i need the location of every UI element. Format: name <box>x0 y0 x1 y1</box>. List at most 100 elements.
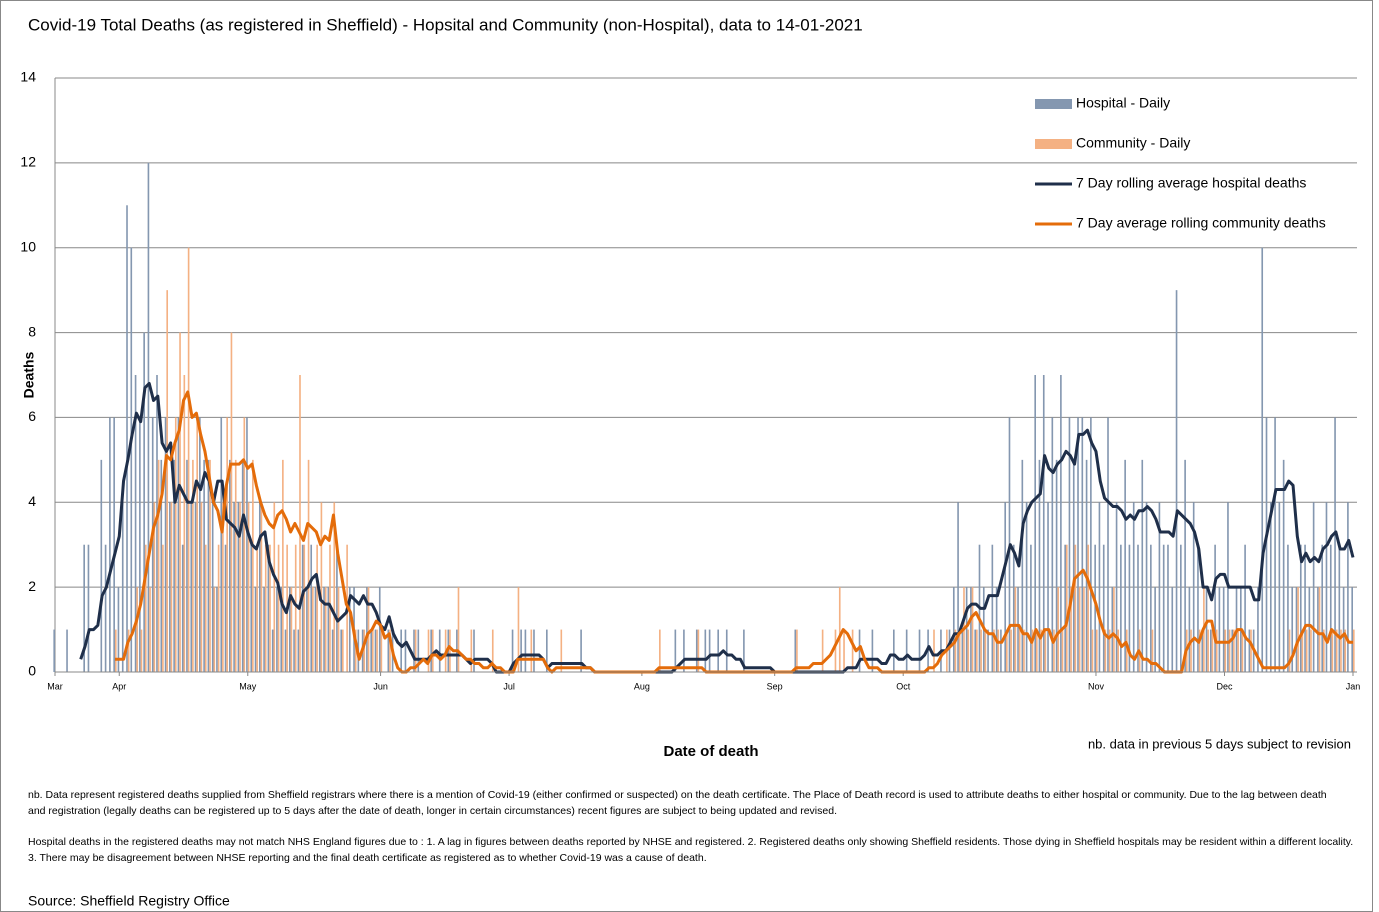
legend-label: 7 Day rolling average hospital deaths <box>1076 175 1306 191</box>
bar <box>186 459 188 672</box>
bar <box>166 290 169 672</box>
bar <box>1278 502 1281 672</box>
bar <box>1051 417 1054 672</box>
bar <box>517 587 520 672</box>
bar <box>438 629 441 672</box>
bar <box>1331 629 1334 672</box>
bar <box>1310 629 1312 672</box>
bar <box>1269 502 1272 672</box>
bar <box>1224 629 1227 672</box>
bar <box>1151 629 1154 672</box>
bar <box>1150 544 1152 672</box>
bar <box>1215 629 1218 672</box>
bar <box>380 629 383 672</box>
bar <box>367 587 370 672</box>
bar <box>203 459 205 672</box>
bar <box>1023 629 1025 672</box>
bar <box>1244 544 1246 672</box>
x-tick-label: Aug <box>634 681 650 691</box>
bar <box>164 417 167 672</box>
bar <box>250 544 253 672</box>
bar <box>139 417 141 672</box>
legend-swatch <box>1035 139 1072 149</box>
bar <box>957 502 959 672</box>
bar <box>273 502 276 672</box>
bar <box>136 587 139 672</box>
bar <box>1060 375 1062 672</box>
bar <box>961 629 964 672</box>
bar <box>1250 629 1252 672</box>
bar <box>1353 629 1355 672</box>
bar <box>1065 544 1068 672</box>
bar <box>299 375 301 672</box>
bar <box>414 629 417 672</box>
bar <box>217 544 220 672</box>
bar <box>87 544 90 672</box>
bar <box>1132 502 1135 672</box>
bar <box>324 587 327 672</box>
bar <box>905 629 908 672</box>
bar <box>1301 629 1304 672</box>
bar <box>340 629 343 672</box>
bar <box>211 502 214 672</box>
x-tick-label: Sep <box>767 681 783 691</box>
bar <box>1053 629 1055 672</box>
bar <box>1035 629 1038 672</box>
bar <box>430 629 432 672</box>
bar <box>1018 629 1021 672</box>
bar <box>104 544 107 672</box>
bar <box>1000 629 1002 672</box>
bar <box>83 544 85 672</box>
bar <box>348 587 351 672</box>
bar <box>1025 502 1028 672</box>
x-tick-label: Mar <box>47 681 63 691</box>
bar <box>1057 587 1060 672</box>
bar <box>220 417 223 672</box>
bar <box>524 629 527 672</box>
bar <box>1210 629 1212 672</box>
bar <box>318 629 321 672</box>
bar <box>1207 629 1209 672</box>
bar <box>174 417 177 672</box>
bar <box>858 629 861 672</box>
bar <box>1108 629 1111 672</box>
bar <box>1085 459 1088 672</box>
bar <box>717 629 719 672</box>
bar <box>1091 629 1094 672</box>
bar <box>177 417 180 672</box>
bar <box>1098 502 1101 672</box>
x-tick-label: Jun <box>373 681 388 691</box>
bar <box>1094 544 1096 672</box>
bar <box>417 629 420 672</box>
bar <box>307 459 310 672</box>
bar <box>1021 459 1024 672</box>
bar <box>834 629 837 672</box>
bar <box>1218 587 1221 672</box>
bar <box>1297 587 1299 672</box>
bar <box>1288 629 1291 672</box>
bar <box>1047 502 1049 672</box>
bar <box>1287 544 1289 672</box>
bar <box>1081 417 1084 672</box>
bar <box>271 629 274 672</box>
bar <box>1188 587 1191 672</box>
bar <box>66 629 68 672</box>
bar <box>169 502 171 672</box>
bar <box>312 587 314 672</box>
bar <box>372 629 374 672</box>
y-tick-label: 6 <box>28 408 36 424</box>
bar <box>294 544 297 672</box>
bar <box>1344 629 1347 672</box>
bar <box>337 587 340 672</box>
bar <box>1107 417 1109 672</box>
bar <box>851 629 854 672</box>
bar <box>997 629 1000 672</box>
bar <box>258 502 261 672</box>
bar <box>1237 629 1239 672</box>
bar <box>560 629 563 672</box>
bar <box>156 375 158 672</box>
bar <box>363 629 366 672</box>
bar <box>254 587 257 672</box>
bar <box>1061 629 1064 672</box>
bar <box>1064 544 1066 672</box>
